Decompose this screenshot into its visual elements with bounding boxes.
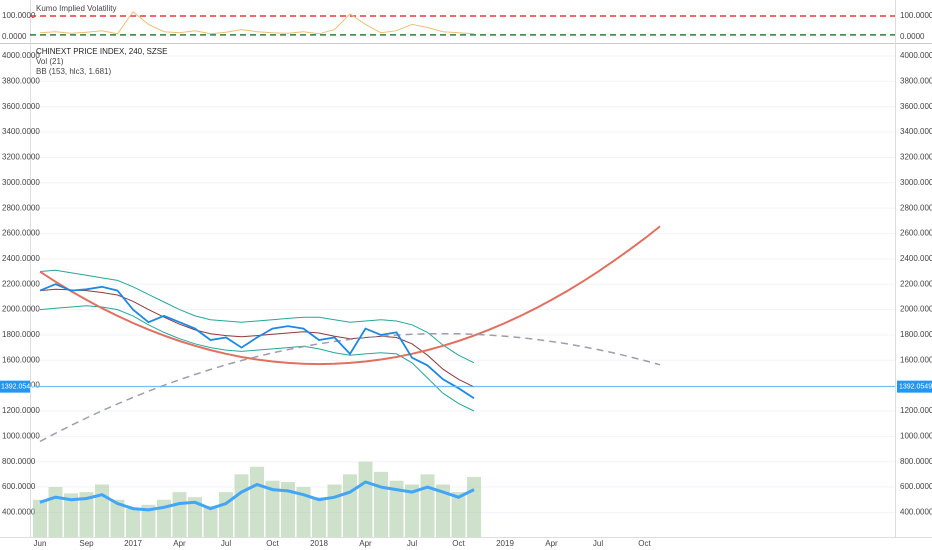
y-tick-label: 2400.0000 (2, 254, 40, 263)
x-tick-label: 2019 (496, 539, 514, 548)
curve-series (39, 225, 661, 366)
y-tick-label: 3800.0000 (900, 76, 932, 85)
volume-bar (265, 480, 280, 537)
x-tick-label: 2017 (124, 539, 142, 548)
volume-bar (48, 487, 63, 537)
y-tick-label: 3200.0000 (900, 153, 932, 162)
volume-bar (250, 466, 264, 537)
volume-bar (420, 474, 435, 537)
legend-bb: BB (153, hlc3, 1.681) (36, 67, 111, 76)
x-tick-label: Jul (407, 539, 417, 548)
volume-bar (436, 484, 450, 537)
y-tick-label: 1000.0000 (2, 431, 40, 440)
x-tick-label: Jul (221, 539, 231, 548)
line-series (39, 11, 475, 35)
y-tick-label: 1600.0000 (900, 355, 932, 364)
y-tick-label: 4000.0000 (2, 51, 40, 60)
volume-bar (234, 474, 249, 537)
y-tick-label: 2600.0000 (900, 229, 932, 238)
volume-bar (64, 493, 78, 537)
x-tick-label: Oct (266, 539, 279, 548)
price-label: 1392.0549 (899, 383, 932, 390)
volume-bar (451, 492, 466, 537)
y-tick-label: 400.0000 (2, 508, 36, 517)
y-tick-label: 800.0000 (900, 457, 932, 466)
y-tick-label: 100.0000 (2, 11, 36, 20)
volume-bar (79, 492, 94, 537)
y-tick-label: 400.0000 (900, 508, 932, 517)
y-tick-label: 3400.0000 (900, 127, 932, 136)
price-series (39, 283, 475, 400)
y-tick-label: 2600.0000 (2, 229, 40, 238)
price-badge (0, 380, 30, 393)
y-tick-label: 600.0000 (900, 482, 932, 491)
y-tick-label: 1200.0000 (2, 406, 40, 415)
volume-bar (110, 499, 125, 537)
volume-bar (296, 487, 311, 537)
volume-bar (389, 480, 404, 537)
y-tick-label: 3600.0000 (900, 102, 932, 111)
x-tick-label: Jun (34, 539, 47, 548)
x-tick-label: Oct (452, 539, 465, 548)
x-tick-label: Sep (79, 539, 94, 548)
y-tick-label: 2000.0000 (2, 305, 40, 314)
price-badge (897, 380, 932, 393)
volume-bar (203, 506, 218, 537)
dashed-series (39, 332, 661, 443)
volume-bar (358, 461, 373, 537)
volume-bar (95, 484, 109, 537)
y-tick-label: 2800.0000 (2, 203, 40, 212)
y-tick-label: 1600.0000 (2, 355, 40, 364)
indicator-title: Kumo Implied Volatility (36, 4, 116, 13)
volume-bar (141, 504, 156, 537)
y-tick-label: 3800.0000 (2, 76, 40, 85)
volume-bar (172, 492, 187, 537)
y-tick-label: 1000.0000 (900, 431, 932, 440)
x-tick-label: Apr (173, 539, 186, 548)
main-title: CHINEXT PRICE INDEX, 240, SZSE (36, 47, 167, 56)
volume-bar (312, 497, 326, 537)
y-tick-label: 800.0000 (2, 457, 36, 466)
y-tick-label: 2800.0000 (900, 203, 932, 212)
y-tick-label: 600.0000 (2, 482, 36, 491)
y-tick-label: 2200.0000 (2, 279, 40, 288)
volume-bar (327, 484, 342, 537)
x-tick-label: 2018 (310, 539, 328, 548)
line-series (39, 269, 475, 364)
y-tick-label: 3400.0000 (2, 127, 40, 136)
y-tick-label: 1200.0000 (900, 406, 932, 415)
y-tick-label: 3000.0000 (900, 178, 932, 187)
y-tick-label: 3600.0000 (2, 102, 40, 111)
x-tick-label: Jul (593, 539, 603, 548)
y-tick-label: 2200.0000 (900, 279, 932, 288)
y-tick-label: 0.0000 (2, 32, 27, 41)
y-tick-label: 1800.0000 (900, 330, 932, 339)
volume-bar (188, 497, 202, 537)
volume-bar (126, 508, 140, 537)
y-tick-label: 3200.0000 (2, 153, 40, 162)
volume-bar (405, 484, 419, 537)
thick-series (39, 480, 475, 512)
y-tick-label: 100.0000 (900, 11, 932, 20)
y-tick-label: 2400.0000 (900, 254, 932, 263)
volume-bar (374, 471, 388, 537)
y-tick-label: 1800.0000 (2, 330, 40, 339)
y-tick-label: 0.0000 (900, 32, 925, 41)
volume-bar (281, 481, 295, 537)
volume-bar (33, 499, 47, 537)
volume-bar (467, 476, 481, 537)
x-tick-label: Oct (638, 539, 651, 548)
y-tick-label: 3000.0000 (2, 178, 40, 187)
volume-bar (343, 474, 357, 537)
x-tick-label: Apr (545, 539, 558, 548)
y-tick-label: 4000.0000 (900, 51, 932, 60)
x-tick-label: Apr (359, 539, 372, 548)
y-tick-label: 2000.0000 (900, 305, 932, 314)
price-label: 1392.0549 (1, 383, 34, 390)
legend-vol: Vol (21) (36, 57, 64, 66)
